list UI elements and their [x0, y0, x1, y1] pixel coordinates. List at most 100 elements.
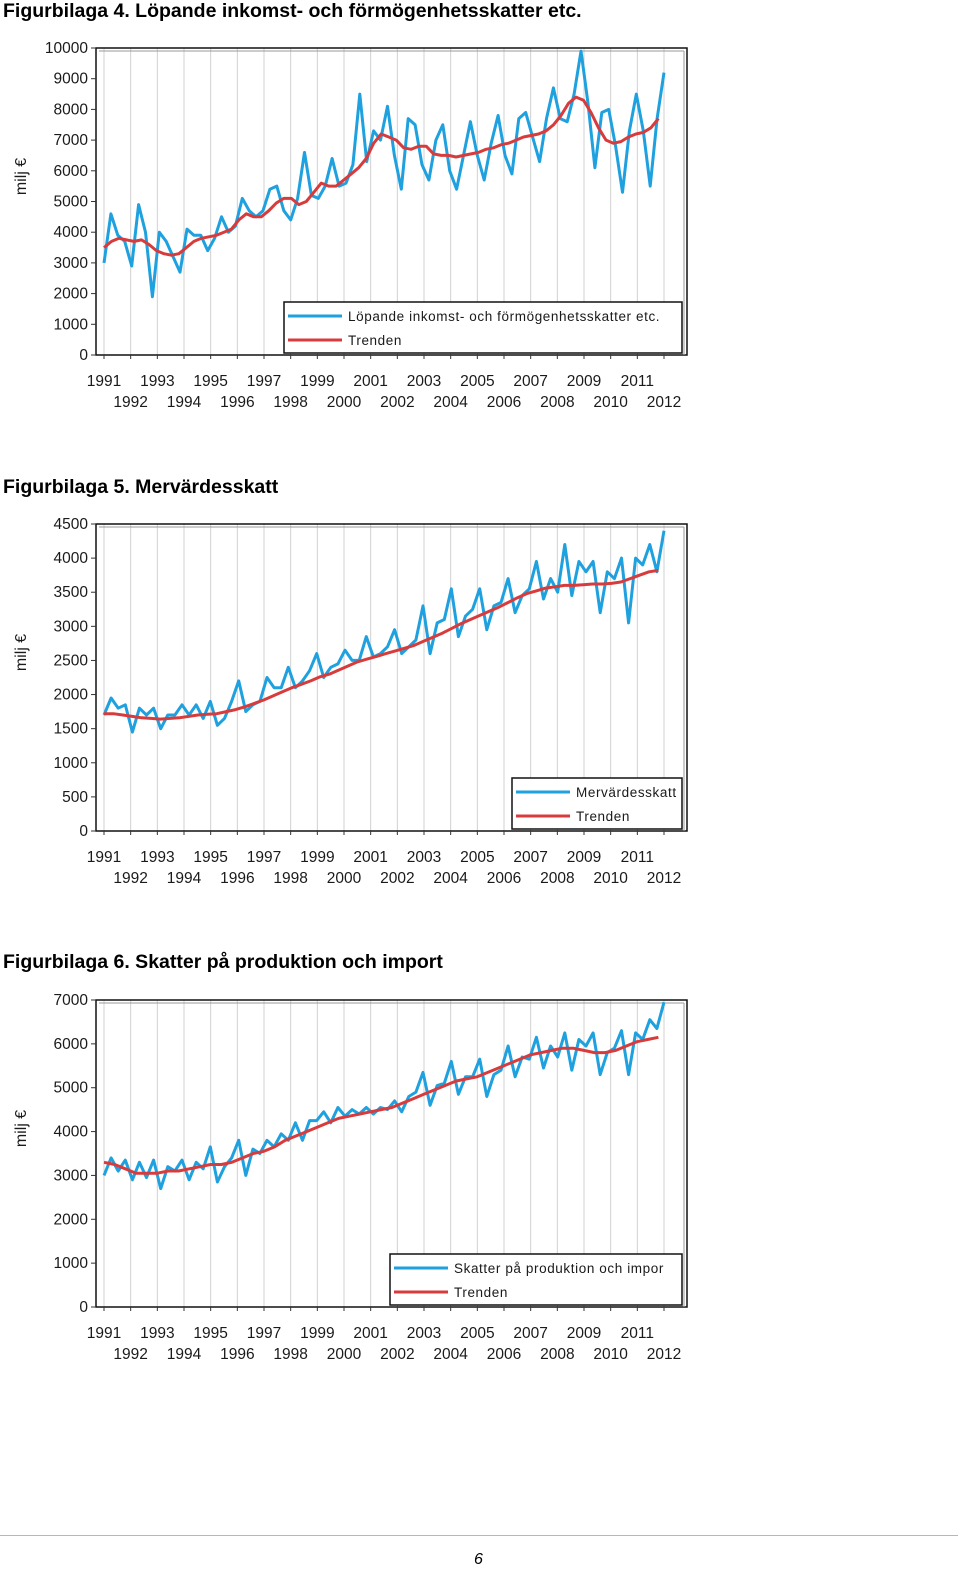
x-tick-label: 1994 — [167, 870, 202, 887]
x-tick-label: 2012 — [647, 870, 681, 887]
y-tick-label: 1000 — [54, 1255, 89, 1272]
x-tick-label: 2003 — [407, 373, 441, 390]
legend-box — [511, 777, 683, 830]
x-tick-label: 2007 — [513, 849, 547, 866]
x-tick-label: 1992 — [113, 870, 147, 887]
figure-4-title: Figurbilaga 4. Löpande inkomst- och förm… — [3, 0, 582, 22]
x-tick-label: 1995 — [193, 849, 227, 866]
x-tick-label: 2004 — [433, 870, 468, 887]
x-tick-label: 2001 — [353, 849, 387, 866]
legend-label-series: Skatter på produktion och impor — [454, 1261, 664, 1276]
y-axis-label: milj € — [13, 634, 30, 671]
trend-line — [104, 568, 659, 721]
legend-label-series: Mervärdesskatt — [576, 785, 677, 800]
trend-line — [103, 1035, 659, 1175]
series-line — [102, 49, 666, 299]
x-tick-label: 1991 — [87, 373, 121, 390]
x-tick-label: 1994 — [167, 1346, 202, 1363]
y-tick-label: 0 — [79, 1299, 88, 1316]
x-tick-label: 1995 — [193, 1325, 227, 1342]
chart-figure-5: 0 500 1000 1500 2000 2500 3000 3500 4000 4500 milj… — [0, 514, 720, 895]
y-axis-label: milj € — [13, 158, 30, 195]
y-tick-label: 1000 — [54, 755, 89, 772]
plot-frame — [95, 999, 688, 1308]
x-tick-label: 2003 — [407, 849, 441, 866]
x-tick-label: 2005 — [460, 373, 494, 390]
y-tick-label: 6000 — [54, 163, 89, 180]
y-axis-label: milj € — [13, 1110, 30, 1147]
x-tick-label: 2008 — [540, 1346, 574, 1363]
chart-svg: 0 500 1000 1500 2000 2500 3000 3500 4000 4500 milj… — [13, 516, 688, 887]
x-tick-label: 1997 — [247, 373, 281, 390]
x-tick-label: 2001 — [353, 373, 387, 390]
x-tick-label: 2003 — [407, 1325, 441, 1342]
x-tick-label: 2000 — [327, 870, 362, 887]
x-tick-label: 1999 — [300, 849, 334, 866]
legend-box — [283, 301, 683, 354]
x-tick-label: 2006 — [487, 1346, 521, 1363]
x-tick-label: 2012 — [647, 394, 681, 411]
x-tick-label: 2009 — [567, 373, 601, 390]
y-tick-label: 5000 — [54, 1080, 89, 1097]
x-tick-label: 1993 — [140, 373, 174, 390]
y-tick-label: 500 — [62, 789, 88, 806]
y-tick-label: 3000 — [54, 1167, 89, 1184]
series-line — [102, 1001, 666, 1191]
y-tick-label: 2500 — [54, 652, 89, 669]
x-tick-label: 1998 — [273, 394, 307, 411]
x-tick-label: 1991 — [87, 1325, 121, 1342]
x-tick-label: 1993 — [140, 1325, 174, 1342]
x-tick-label: 2009 — [567, 849, 601, 866]
x-tick-label: 2006 — [487, 870, 521, 887]
y-tick-label: 0 — [79, 823, 88, 840]
x-tick-label: 2010 — [593, 1346, 628, 1363]
figure-5-title: Figurbilaga 5. Mervärdesskatt — [3, 476, 279, 498]
x-tick-label: 1996 — [220, 394, 254, 411]
y-tick-label: 3000 — [54, 255, 89, 272]
chart-figure-6: 0 1000 2000 3000 4000 5000 6000 7000 milj € 1991 1… — [0, 990, 720, 1371]
x-tick-label: 2002 — [380, 1346, 414, 1363]
y-tick-label: 4000 — [54, 1124, 89, 1141]
chart-figure-4: 0 1000 2000 3000 4000 5000 6000 7000 8000 9000 100… — [0, 38, 720, 419]
x-tick-label: 1997 — [247, 1325, 281, 1342]
x-tick-label: 1999 — [300, 373, 334, 390]
x-tick-label: 2004 — [433, 1346, 468, 1363]
y-tick-label: 4000 — [54, 550, 89, 567]
series-line — [102, 530, 666, 734]
plot-frame — [95, 523, 688, 832]
legend-box — [389, 1253, 683, 1306]
trend-line — [103, 95, 660, 257]
legend: Löpande inkomst- och förmögenhetsskatter… — [283, 301, 683, 354]
page-number: 6 — [474, 1551, 483, 1568]
x-tick-label: 2010 — [593, 870, 628, 887]
y-tick-label: 6000 — [54, 1036, 89, 1053]
x-tick-label: 1998 — [273, 1346, 307, 1363]
x-tick-label: 2012 — [647, 1346, 681, 1363]
x-tick-label: 2009 — [567, 1325, 601, 1342]
x-tick-label: 1996 — [220, 870, 254, 887]
y-tick-label: 0 — [79, 347, 88, 364]
x-tick-label: 1999 — [300, 1325, 334, 1342]
y-tick-label: 1000 — [54, 316, 89, 333]
legend-label-trend: Trenden — [348, 333, 402, 348]
chart-svg: 0 1000 2000 3000 4000 5000 6000 7000 8000 9000 100… — [13, 40, 688, 411]
x-tick-label: 1995 — [193, 373, 227, 390]
x-tick-label: 2002 — [380, 394, 414, 411]
x-tick-label: 2008 — [540, 870, 574, 887]
x-tick-label: 2005 — [460, 849, 494, 866]
x-tick-label: 2007 — [513, 1325, 547, 1342]
x-tick-label: 2004 — [433, 394, 468, 411]
x-tick-label: 2000 — [327, 1346, 362, 1363]
y-tick-label: 4500 — [54, 516, 89, 533]
x-tick-label: 1993 — [140, 849, 174, 866]
x-tick-label: 1997 — [247, 849, 281, 866]
y-tick-label: 3500 — [54, 584, 89, 601]
y-tick-label: 9000 — [54, 71, 89, 88]
y-tick-label: 3000 — [54, 618, 89, 635]
x-tick-label: 2011 — [621, 1325, 654, 1342]
y-tick-label: 8000 — [54, 101, 89, 118]
x-tick-label: 2010 — [593, 394, 628, 411]
y-tick-label: 7000 — [54, 992, 89, 1009]
x-tick-label: 1992 — [113, 1346, 147, 1363]
x-tick-label: 1994 — [167, 394, 202, 411]
